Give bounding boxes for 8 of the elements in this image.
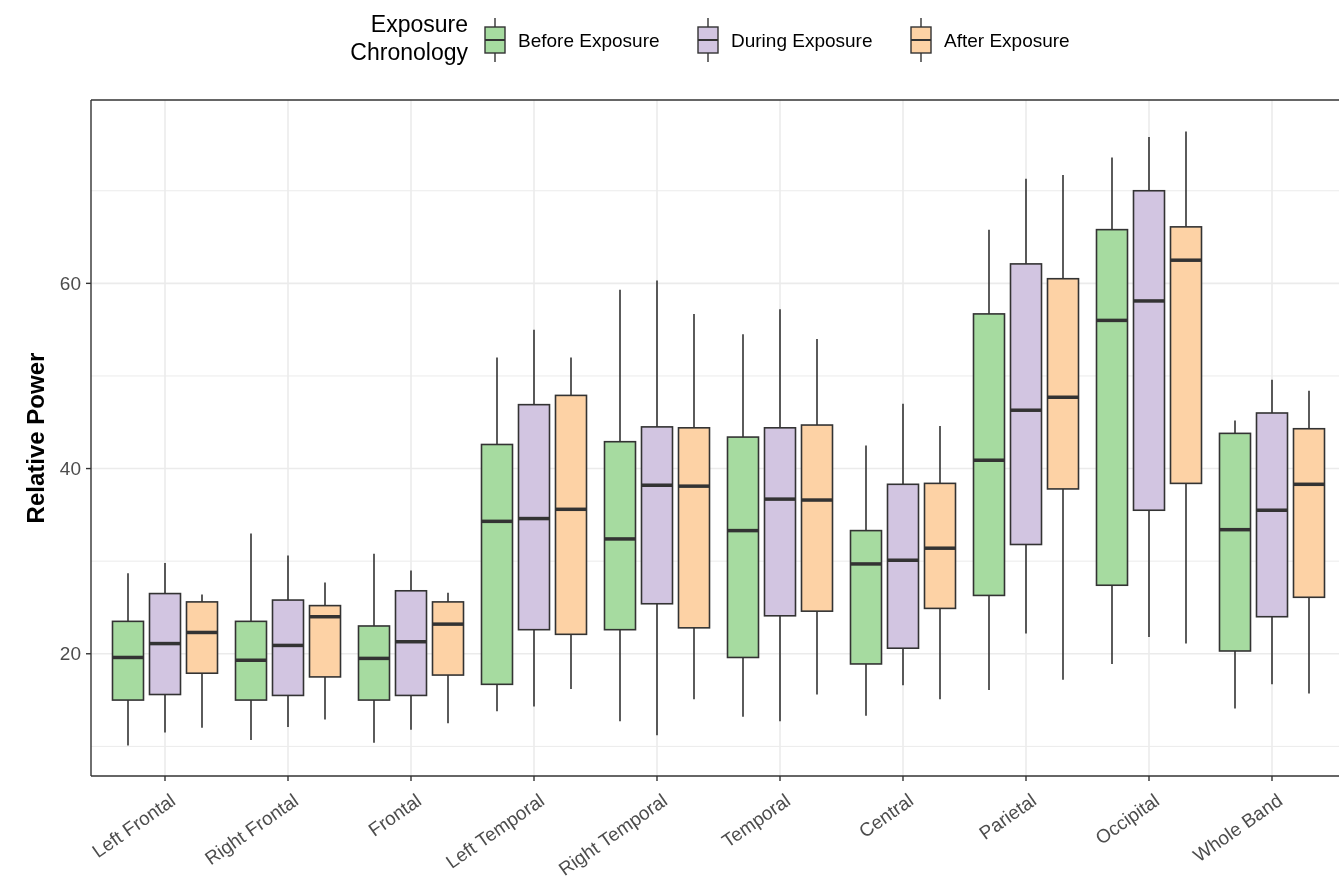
- y-tick-label: 20: [59, 643, 81, 665]
- legend-title: Exposure Chronology: [350, 11, 469, 65]
- legend-label: Before Exposure: [518, 29, 660, 51]
- y-axis-title: Relative Power: [22, 352, 49, 524]
- y-tick-label: 60: [59, 273, 81, 294]
- y-tick-label: 40: [59, 458, 81, 480]
- legend-label: After Exposure: [944, 29, 1070, 51]
- legend-label: During Exposure: [731, 29, 873, 51]
